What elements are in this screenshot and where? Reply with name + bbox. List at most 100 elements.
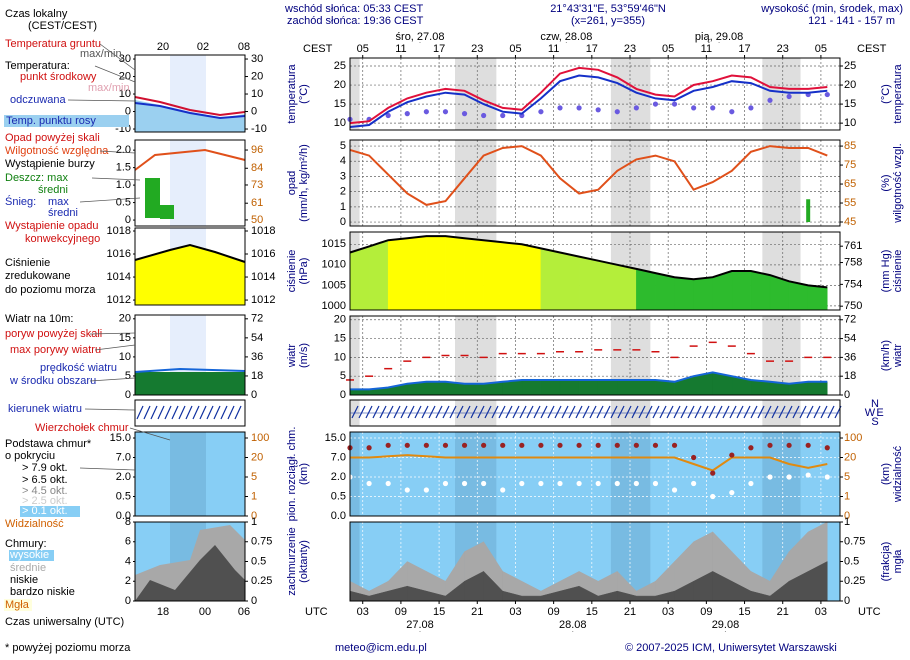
y-axis-label: (hPa)	[298, 258, 310, 285]
mini-tick-label: 2.0	[116, 144, 131, 156]
utc-tick-label: 09	[700, 606, 712, 618]
y2-tick-label: 20	[844, 451, 856, 463]
footnote: * powyżej poziomu morza	[5, 642, 131, 654]
y2-axis-label: (°C)	[880, 84, 892, 104]
legend-bg	[4, 599, 32, 611]
y2-tick-label: 54	[844, 332, 856, 344]
mini-tick-label: 1018	[251, 225, 275, 237]
area	[502, 241, 523, 311]
area-edge	[349, 235, 828, 289]
wind-arrow	[372, 405, 380, 419]
point	[557, 105, 563, 111]
legend-text: o pokryciu	[5, 450, 55, 462]
wind-arrow	[157, 405, 165, 420]
mini-tick-label: 73	[251, 179, 263, 191]
mini-tick-label: 36	[251, 351, 263, 363]
mini-deco	[135, 545, 245, 601]
legend-text: zredukowane	[5, 270, 70, 282]
legend-text: Temp. punktu rosy	[6, 115, 96, 127]
utc-tick-label: 03	[662, 606, 674, 618]
legend-text: Deszcz: max	[5, 172, 68, 184]
point	[691, 105, 697, 111]
cest-label: CEST	[857, 43, 887, 55]
legend-text: niskie	[10, 574, 38, 586]
point	[538, 480, 544, 487]
email: meteo@icm.edu.pl	[335, 642, 427, 654]
area	[559, 252, 580, 311]
area	[445, 235, 465, 311]
legend-text: > 0.1 okt.	[22, 505, 68, 517]
y-axis-label: opad	[286, 171, 298, 195]
wind-arrow	[813, 405, 821, 419]
legend-text: odczuwana	[10, 94, 67, 106]
y-tick-label: 7.0	[331, 451, 346, 463]
point	[671, 101, 678, 107]
y2-tick-label: 85	[844, 140, 856, 152]
area	[617, 264, 637, 311]
altitude: 121 - 141 - 157 m	[808, 15, 895, 27]
area	[578, 256, 599, 311]
legend-text: średni	[48, 207, 78, 219]
mini-tick-label: 0	[251, 510, 257, 522]
mini-time: 06	[238, 606, 250, 618]
y-axis-label: (mm/h, kg/m²/h)	[298, 144, 310, 222]
point	[423, 487, 429, 493]
y-tick-label: 1	[340, 201, 346, 213]
leader-line	[79, 197, 141, 203]
night-band	[350, 522, 360, 601]
wind-arrow	[785, 405, 793, 419]
mini-tick-label: 15.0	[110, 432, 131, 444]
y2-axis-label: ciśnienie	[892, 250, 904, 293]
line	[349, 66, 828, 125]
legend-text: kierunek wiatru	[8, 403, 82, 415]
wind-arrow	[192, 405, 200, 420]
utc-tick-label: 09	[395, 606, 407, 618]
legend-text: średnie	[10, 562, 46, 574]
wind-arrow	[666, 405, 674, 419]
point	[748, 480, 754, 487]
legend-text: Czas uniwersalny (UTC)	[5, 616, 124, 628]
wind-arrow	[470, 405, 478, 419]
y2-tick-label: 0.5	[844, 555, 859, 567]
wind-arrow	[414, 405, 422, 419]
wind-arrow	[673, 405, 681, 419]
wind-arrow	[750, 405, 758, 419]
wind-arrow	[659, 405, 667, 419]
mini-deco	[134, 148, 246, 171]
point	[461, 480, 468, 487]
point	[614, 109, 620, 115]
wind-arrow	[456, 405, 464, 419]
point	[404, 487, 410, 493]
wind-arrow	[694, 405, 702, 419]
mini-tick-label: 18	[251, 370, 263, 382]
y2-tick-label: 10	[844, 117, 856, 129]
point	[614, 480, 620, 487]
point	[729, 452, 735, 458]
wind-arrow	[610, 405, 618, 419]
point	[442, 442, 449, 448]
cest-tick-label: 11	[395, 43, 406, 55]
mini-time: 02	[197, 41, 209, 53]
wind-arrow	[722, 405, 730, 419]
mini-border	[134, 227, 246, 306]
cest-tick-label: 11	[701, 43, 712, 55]
y2-axis-label: (km)	[880, 463, 892, 485]
legend-text: Chmury:	[5, 538, 47, 550]
mini-tick-label: 6	[125, 536, 131, 548]
mini-tick-label: 0	[251, 595, 257, 607]
mini-tick-label: 0.25	[251, 575, 272, 587]
area	[750, 270, 771, 311]
wind-arrow	[400, 405, 408, 419]
utc-tick-label: 15	[433, 606, 445, 618]
wind-arrow	[185, 405, 193, 420]
y2-tick-label: 5	[844, 471, 850, 483]
y2-tick-label: 18	[844, 370, 856, 382]
wind-arrow	[206, 405, 214, 420]
point	[767, 97, 773, 103]
mini-border	[134, 314, 246, 396]
wind-arrow	[687, 405, 695, 419]
y2-tick-label: 1	[844, 490, 850, 502]
point	[481, 112, 487, 119]
night-band	[610, 140, 651, 226]
panel-border	[349, 139, 841, 227]
